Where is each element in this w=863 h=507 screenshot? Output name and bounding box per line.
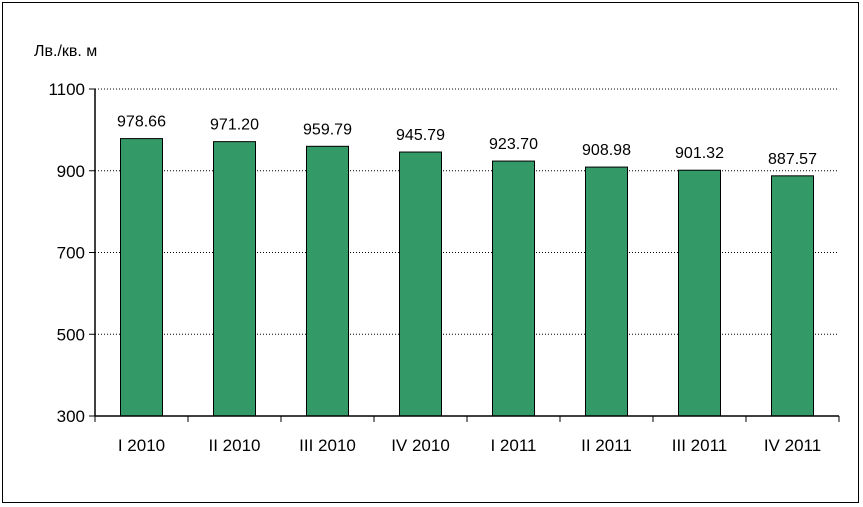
- category-label-5: I 2011: [490, 436, 536, 455]
- y-tick-label-300: 300: [57, 407, 85, 426]
- data-label-2: 971.20: [210, 117, 259, 134]
- data-label-5: 923.70: [489, 136, 538, 153]
- bar-4: [399, 151, 442, 417]
- y-tick-label-700: 700: [57, 244, 85, 263]
- data-label-6: 908.98: [582, 142, 631, 159]
- bar-3: [306, 145, 349, 417]
- bar-8: [771, 175, 814, 417]
- bars: [120, 138, 814, 417]
- category-label-2: II 2010: [209, 436, 261, 455]
- category-label-4: IV 2010: [391, 436, 450, 455]
- y-axis-unit-label: Лв./кв. м: [34, 43, 97, 60]
- bar-2: [213, 141, 256, 417]
- bar-7: [678, 169, 721, 417]
- category-label-3: III 2010: [299, 436, 356, 455]
- bar-chart: Лв./кв. м 300 500 700 900 1100 978.66 I 2010 97…: [34, 43, 840, 455]
- y-tick-label-1100: 1100: [48, 80, 85, 99]
- bar-5: [492, 160, 535, 417]
- y-tick-label-500: 500: [57, 325, 85, 344]
- data-label-3: 959.79: [303, 121, 352, 138]
- data-label-1: 978.66: [117, 114, 166, 131]
- y-tick-label-900: 900: [57, 162, 85, 181]
- data-label-4: 945.79: [396, 127, 445, 144]
- category-label-7: III 2011: [672, 436, 727, 455]
- category-label-6: II 2011: [581, 436, 632, 455]
- axes: [89, 88, 840, 422]
- category-label-8: IV 2011: [764, 436, 821, 455]
- bar-6: [585, 166, 628, 417]
- bar-1: [120, 138, 163, 417]
- data-label-7: 901.32: [675, 145, 724, 162]
- labels: 300 500 700 900 1100 978.66 I 2010 971.20 II 201…: [48, 80, 821, 455]
- category-label-1: I 2010: [118, 436, 165, 455]
- data-label-8: 887.57: [768, 151, 817, 168]
- gridlines: [95, 88, 839, 335]
